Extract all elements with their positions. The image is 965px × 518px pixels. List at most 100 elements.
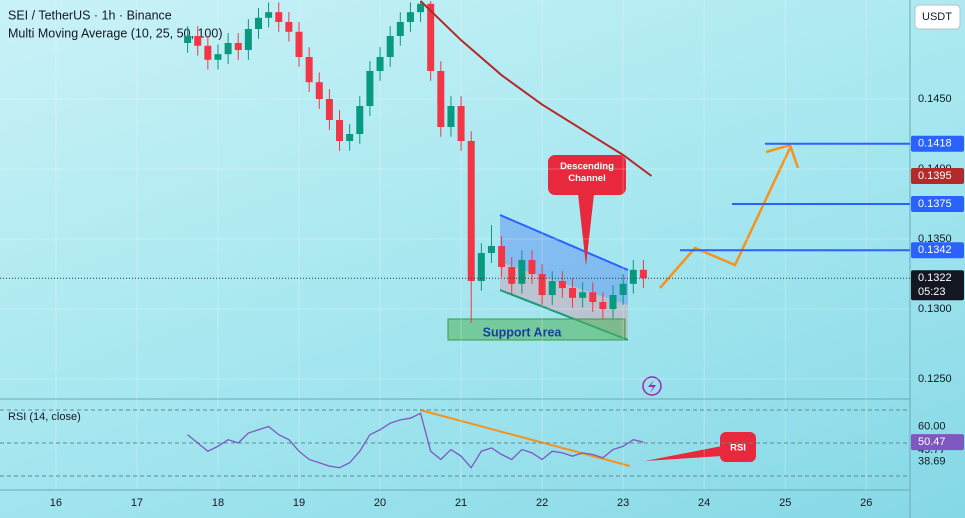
x-tick-label: 22 <box>536 497 548 509</box>
candle-body <box>285 21 293 32</box>
candle-body <box>406 12 414 22</box>
candle-body <box>315 82 323 99</box>
candle-body <box>447 105 455 127</box>
support-box <box>447 318 626 341</box>
price-label-bg <box>911 434 964 451</box>
price-label: 60.00 <box>918 420 946 432</box>
rsi-line <box>187 412 644 469</box>
channel-fill <box>500 215 628 305</box>
price-label-bg <box>911 196 964 213</box>
x-tick-label: 24 <box>698 497 710 509</box>
price-label: 0.1375 <box>918 198 952 210</box>
event-bolt <box>648 380 656 393</box>
last-price-bg <box>911 270 964 301</box>
annotations <box>419 143 800 467</box>
price-label: 50.47 <box>918 436 946 448</box>
candle-body <box>336 119 344 142</box>
x-tick-label: 17 <box>131 497 143 509</box>
candle-body <box>639 269 647 279</box>
price-label: 0.1250 <box>918 373 952 385</box>
candle-body <box>427 3 435 71</box>
price-label: 38.69 <box>918 456 946 468</box>
rsi-callout <box>720 432 756 462</box>
currency-button[interactable] <box>914 4 961 30</box>
candle-body <box>346 134 354 142</box>
price-label: 0.1350 <box>918 233 952 245</box>
annotation: Descending Channel <box>560 161 614 184</box>
rsi-title: RSI (14, close) <box>8 411 81 423</box>
countdown: 05:23 <box>918 286 946 298</box>
candle-body <box>305 56 313 83</box>
rsi-divergence <box>419 409 631 467</box>
candle-body <box>528 260 536 275</box>
x-tick-label: 21 <box>455 497 467 509</box>
candle-body <box>356 105 364 135</box>
candle-body <box>244 28 252 50</box>
channel-upper <box>499 214 629 271</box>
candle-body <box>325 98 333 120</box>
candle-body <box>457 105 465 142</box>
candle-body <box>498 246 506 268</box>
price-label: 0.1322 <box>918 272 952 284</box>
projection <box>659 147 792 289</box>
rsi-callout-pointer <box>645 446 722 461</box>
candle-body <box>184 35 192 43</box>
callout-pointer <box>578 194 594 266</box>
candle-body <box>295 31 303 57</box>
candle-body <box>558 281 566 289</box>
candle-body <box>619 283 627 296</box>
candle-body <box>609 295 617 310</box>
candle-body <box>518 260 526 284</box>
candle-body <box>224 42 232 55</box>
candle-body <box>214 54 222 60</box>
x-tick-label: 25 <box>779 497 791 509</box>
candle-body <box>508 267 516 284</box>
x-tick-label: 26 <box>860 497 872 509</box>
candle-body <box>275 12 283 22</box>
annotation: Support Area <box>483 325 563 339</box>
candle-body <box>254 17 262 29</box>
candle-body <box>467 141 475 282</box>
moving-average <box>419 0 653 177</box>
x-tick-label: 16 <box>50 497 62 509</box>
price-label-bg <box>911 242 964 259</box>
candle-body <box>579 292 587 298</box>
candle-body <box>194 35 202 46</box>
annotation: RSI <box>730 443 746 454</box>
price-label: 0.1418 <box>918 138 952 150</box>
candle-body <box>417 3 425 13</box>
candle-body <box>265 12 273 18</box>
candle-body <box>386 35 394 57</box>
candle-body <box>204 45 212 60</box>
candle-body <box>589 292 597 303</box>
candle-body <box>568 288 576 298</box>
price-label-bg <box>911 168 964 185</box>
candle-body <box>376 56 384 71</box>
candle-body <box>396 21 404 36</box>
projection-arrow <box>765 143 800 169</box>
symbol: SEI / TetherUS · 1h · Binance <box>8 8 172 22</box>
candle-body <box>234 42 242 50</box>
x-tick-label: 23 <box>617 497 629 509</box>
price-label: 0.1395 <box>918 170 952 182</box>
currency[interactable]: USDT <box>922 11 952 23</box>
price-label: 0.1342 <box>918 244 952 256</box>
price-label: 0.1450 <box>918 93 952 105</box>
price-label: 0.1300 <box>918 303 952 315</box>
event-icon[interactable] <box>642 376 662 396</box>
x-tick-label: 20 <box>374 497 386 509</box>
candle-body <box>487 246 495 254</box>
candle-body <box>548 281 556 296</box>
candle-body <box>437 70 445 127</box>
candle-body <box>366 70 374 106</box>
indicator: Multi Moving Average (10, 25, 50, 100) <box>8 26 222 40</box>
x-tick-label: 18 <box>212 497 224 509</box>
callout <box>548 155 626 195</box>
candle-body <box>538 274 546 296</box>
price-label-bg <box>911 135 964 152</box>
candle-body <box>477 253 485 282</box>
candle-body <box>599 302 607 310</box>
candle-body <box>629 269 637 284</box>
